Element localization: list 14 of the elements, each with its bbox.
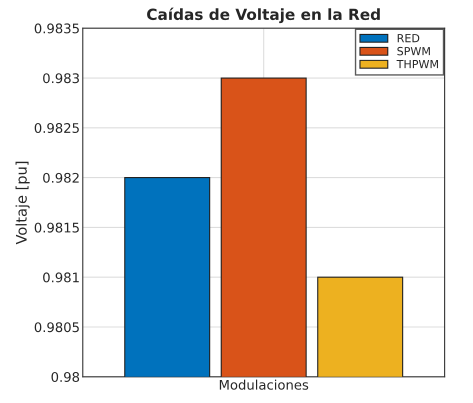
y-tick-label: 0.982 — [43, 172, 79, 183]
y-tick-label: 0.9825 — [34, 123, 79, 134]
y-tick-label: 0.9815 — [34, 222, 79, 233]
y-axis-title: Voltaje [pu] — [16, 162, 30, 244]
y-tick-label: 0.9835 — [34, 23, 79, 34]
legend-label: RED — [398, 34, 420, 42]
legend-label: THPWM — [396, 60, 438, 68]
chart-title: Caídas de Voltaje en la Red — [147, 8, 380, 24]
y-tick-label: 0.98 — [51, 372, 80, 382]
y-tick-label: 0.983 — [43, 73, 79, 84]
y-tick-label: 0.981 — [43, 272, 79, 282]
x-tick-label: Modulaciones — [220, 380, 308, 390]
y-tick-label: 0.9805 — [34, 322, 79, 332]
legend-label: SPWM — [397, 46, 430, 56]
